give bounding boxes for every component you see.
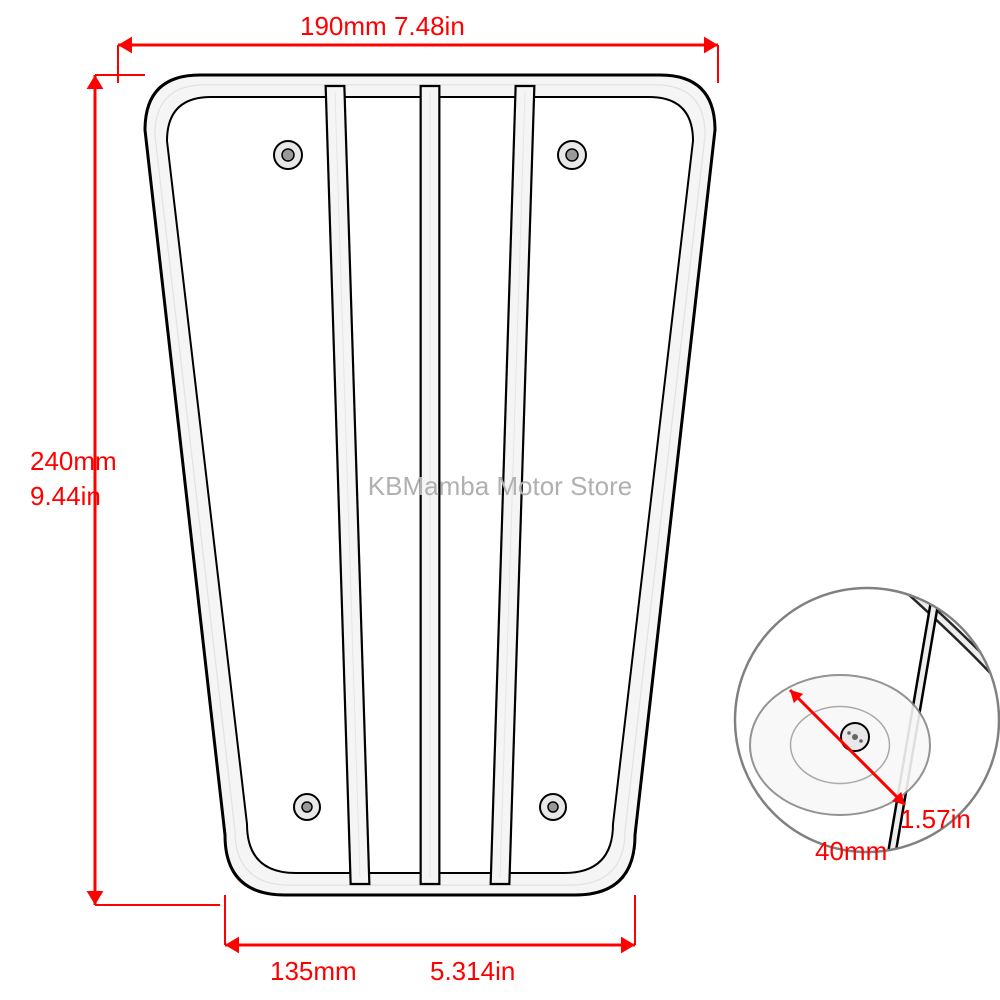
dim-left-mm: 240mm bbox=[30, 446, 117, 476]
dim-cup-mm: 40mm bbox=[815, 836, 887, 866]
dim-bottom-in: 5.314in bbox=[430, 956, 515, 986]
watermark-text: KBMamba Motor Store bbox=[368, 471, 632, 501]
dim-left-in: 9.44in bbox=[30, 481, 101, 511]
dim-top-label: 190mm 7.48in bbox=[300, 11, 465, 41]
dim-cup-in: 1.57in bbox=[900, 804, 971, 834]
dim-bottom-mm: 135mm bbox=[270, 956, 357, 986]
